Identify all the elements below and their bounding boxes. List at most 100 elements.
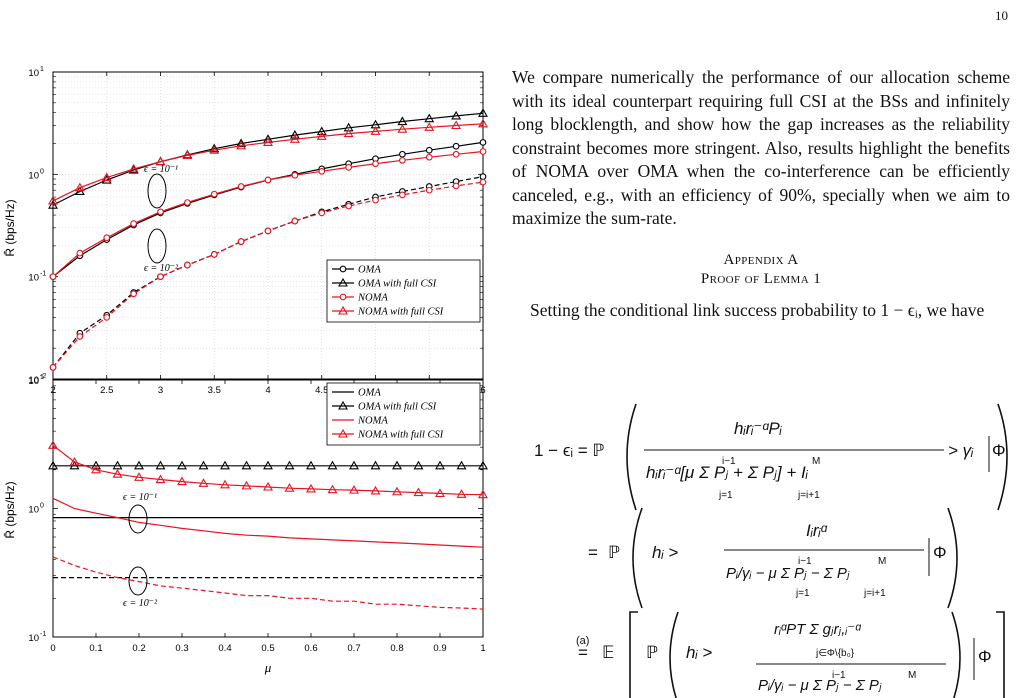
- series-line-noma: [52, 497, 484, 548]
- data-point: [101, 172, 112, 182]
- eq3-sum-upper-1: i−1: [832, 670, 846, 681]
- legend-marker: [338, 277, 348, 287]
- data-point: [372, 196, 379, 204]
- top-legend: OMA OMA with full CSI NOMA NOMA with full C…: [326, 259, 481, 323]
- data-point: [241, 480, 252, 490]
- legend-marker: [338, 428, 348, 438]
- bottom-annotation-upper: ϵ = 10⁻¹: [123, 492, 157, 503]
- legend-label: OMA with full CSI: [358, 402, 437, 413]
- data-point: [399, 191, 406, 199]
- data-point: [263, 460, 273, 470]
- data-point: [264, 176, 272, 184]
- data-point: [316, 131, 327, 140]
- x-tick-label: 2.5: [100, 385, 113, 395]
- x-tick-label: 0.7: [347, 643, 360, 654]
- eq1-sum-upper-1: i−1: [722, 456, 736, 467]
- data-point: [130, 220, 137, 227]
- bottom-xlabel: μ: [264, 660, 272, 675]
- data-point: [370, 460, 381, 470]
- eq2-paren-left: [632, 507, 643, 609]
- data-point: [237, 238, 245, 245]
- data-point: [237, 183, 245, 190]
- y-tick-exponent: -1: [40, 631, 46, 638]
- data-point: [318, 209, 326, 217]
- data-point: [349, 485, 359, 494]
- data-point: [345, 202, 352, 210]
- legend-label: NOMA: [357, 293, 388, 304]
- x-tick-label: 3: [158, 385, 163, 395]
- data-point: [327, 484, 338, 494]
- eq1-lhs: 1 − ϵᵢ = ℙ: [534, 441, 604, 460]
- data-point: [134, 472, 144, 481]
- x-tick-label: 0.4: [218, 643, 231, 654]
- eq3-denominator: Pᵢ/γᵢ − μ Σ Pⱼ − Σ Pⱼ: [758, 677, 882, 694]
- x-tick-label: 1: [480, 643, 485, 654]
- eq1-sum-lower-1: j=1: [718, 490, 733, 501]
- data-point: [478, 489, 488, 499]
- series-line-noma: [52, 556, 484, 610]
- data-point: [177, 476, 187, 486]
- data-point: [452, 182, 460, 190]
- data-point: [478, 118, 488, 128]
- series-line-noma-with-full-csi: [52, 444, 484, 496]
- data-point: [413, 460, 424, 470]
- eq2-p: ℙ: [608, 543, 620, 562]
- eq3-sum-lower: j∈Φ\{b₀}: [815, 648, 855, 659]
- data-point: [372, 160, 379, 168]
- top-annotation-ellipse-lower: [147, 228, 167, 264]
- top-ylabel: R̄ (bps/Hz): [3, 199, 17, 256]
- data-point: [349, 460, 359, 470]
- eq3-sum-upper-2: M: [908, 670, 916, 681]
- eq3-bracket-right: [996, 611, 1005, 698]
- data-point: [289, 134, 300, 143]
- data-point: [392, 460, 402, 470]
- appendix-heading: Appendix A Proof of Lemma 1: [512, 251, 1010, 289]
- data-point: [392, 486, 402, 496]
- data-point: [209, 143, 220, 153]
- eq1-sum-lower-2: j=i+1: [797, 490, 820, 501]
- data-point: [318, 167, 326, 175]
- eq3-bracket-left: [629, 611, 638, 698]
- data-point: [343, 122, 354, 132]
- data-point: [370, 485, 381, 495]
- data-point: [263, 137, 273, 146]
- data-point: [264, 227, 272, 235]
- data-point: [112, 460, 123, 470]
- eq2-equals: =: [588, 543, 598, 562]
- data-point: [130, 290, 137, 298]
- x-tick-label: 4: [265, 385, 270, 395]
- data-point: [478, 460, 488, 470]
- data-point: [184, 261, 191, 269]
- top-annotation-ellipse-upper: [147, 173, 167, 209]
- data-point: [327, 460, 338, 470]
- data-point: [103, 234, 111, 242]
- y-tick-exponent: 0: [40, 168, 44, 175]
- data-point: [424, 113, 435, 123]
- legend-marker: [339, 265, 347, 273]
- data-point: [425, 146, 433, 154]
- eq1-sum-upper-2: M: [812, 456, 820, 467]
- eq3-paren-left: [669, 611, 679, 698]
- eq1-numerator: hᵢrᵢ⁻ᵅPᵢ: [734, 419, 783, 438]
- y-tick-label: 10: [28, 376, 39, 387]
- x-tick-label: 0.5: [261, 643, 274, 654]
- eq2-denominator: Pᵢ/γᵢ − μ Σ Pⱼ − Σ Pⱼ: [726, 565, 850, 582]
- y-tick-label: 10: [28, 375, 39, 386]
- appendix-title: Appendix A: [723, 251, 799, 268]
- x-tick-label: 3.5: [208, 385, 221, 395]
- lemma-intro: Setting the conditional link success pro…: [530, 299, 985, 320]
- data-point: [478, 108, 488, 117]
- data-point: [91, 460, 101, 470]
- y-tick-exponent: 1: [40, 374, 44, 381]
- page-number: 10: [995, 8, 1008, 23]
- eq1-phi: Φ: [992, 441, 1006, 460]
- legend-label: NOMA with full CSI: [357, 307, 444, 318]
- eq2-sum-upper-2: M: [878, 556, 886, 567]
- eq2-numerator: Iᵢrᵢᵅ: [806, 521, 828, 540]
- eq2-sum-upper-1: i−1: [798, 556, 812, 567]
- data-point: [316, 126, 327, 136]
- series-line-noma-with-full-csi: [52, 123, 484, 202]
- bottom-annotation-ellipse-lower: [128, 566, 148, 596]
- data-point: [101, 174, 112, 184]
